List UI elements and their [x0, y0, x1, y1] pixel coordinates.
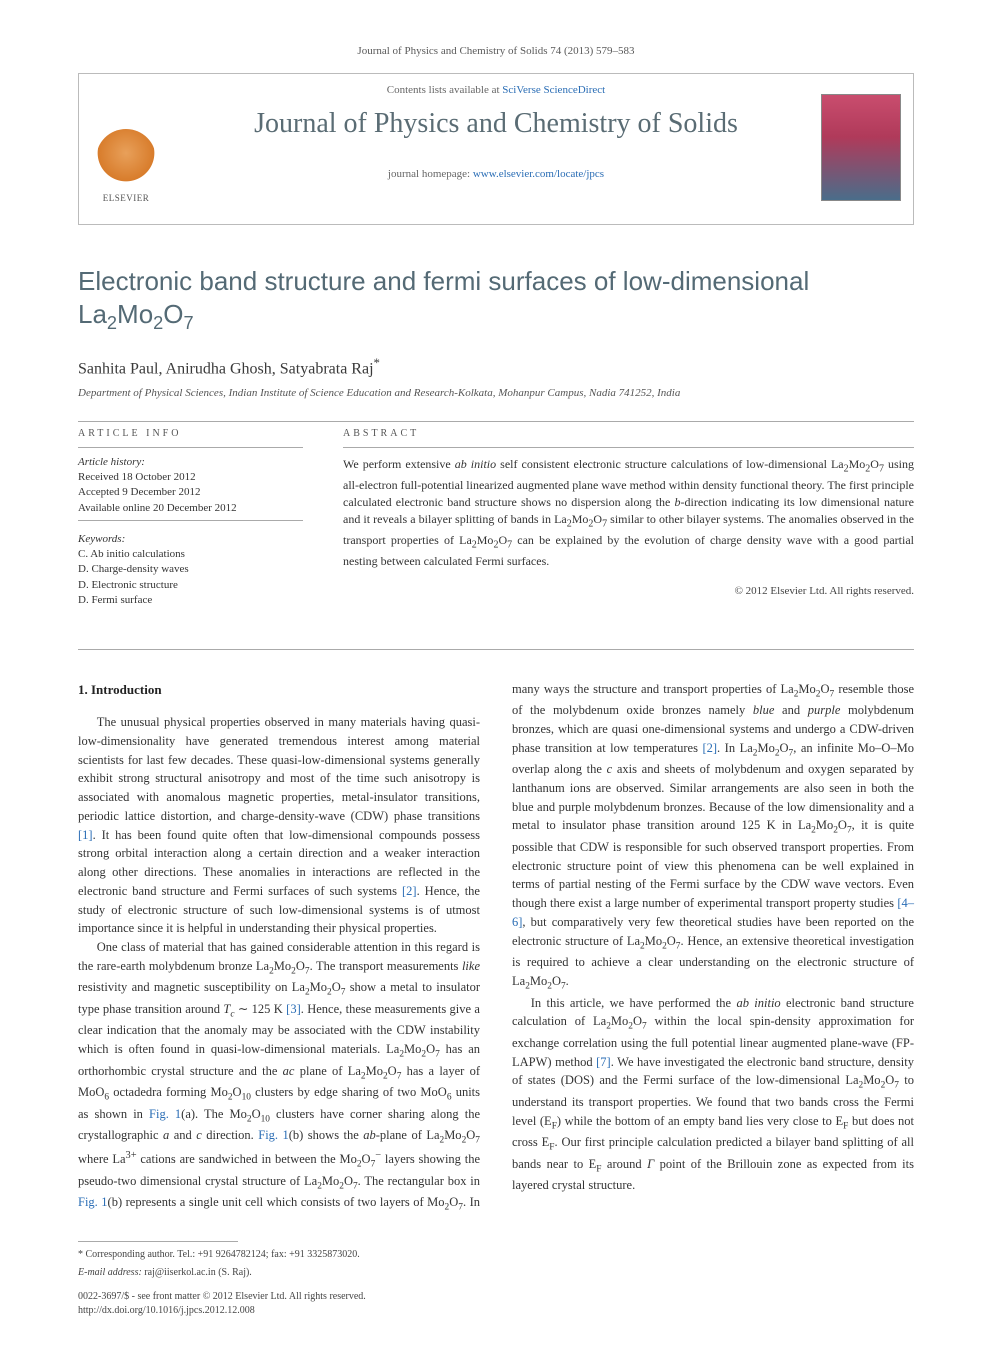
contents-prefix: Contents lists available at: [387, 84, 502, 96]
affiliation: Department of Physical Sciences, Indian …: [78, 387, 914, 399]
body-para-3: In this article, we have performed the a…: [512, 994, 914, 1196]
corr-text: Corresponding author. Tel.: +91 92647821…: [86, 1249, 360, 1260]
body-para-1: The unusual physical properties observed…: [78, 713, 480, 938]
page-footer: 0022-3697/$ - see front matter © 2012 El…: [78, 1290, 914, 1318]
info-abstract-row: ARTICLE INFO Article history: Received 1…: [78, 428, 914, 609]
journal-title: Journal of Physics and Chemistry of Soli…: [79, 108, 913, 140]
sciencedirect-link[interactable]: SciVerse ScienceDirect: [502, 84, 605, 96]
history-accepted: Accepted 9 December 2012: [78, 485, 303, 500]
corr-mark-footnote: *: [78, 1249, 83, 1260]
publisher-logo: ELSEVIER: [91, 129, 161, 209]
running-head-citation: Journal of Physics and Chemistry of Soli…: [78, 45, 914, 57]
keyword-item: D. Charge-density waves: [78, 562, 303, 577]
abstract-copyright: © 2012 Elsevier Ltd. All rights reserved…: [343, 585, 914, 597]
authors-line: Sanhita Paul, Anirudha Ghosh, Satyabrata…: [78, 356, 914, 378]
article-title: Electronic band structure and fermi surf…: [78, 265, 914, 334]
keyword-item: C. Ab initio calculations: [78, 547, 303, 562]
journal-homepage-line: journal homepage: www.elsevier.com/locat…: [79, 168, 913, 180]
doi-line[interactable]: http://dx.doi.org/10.1016/j.jpcs.2012.12…: [78, 1304, 914, 1318]
authors-names: Sanhita Paul, Anirudha Ghosh, Satyabrata…: [78, 361, 374, 378]
abstract-text: We perform extensive ab initio self cons…: [343, 456, 914, 571]
history-label: Article history:: [78, 456, 303, 468]
homepage-link[interactable]: www.elsevier.com/locate/jpcs: [473, 168, 604, 180]
contents-lists-line: Contents lists available at SciVerse Sci…: [79, 74, 913, 96]
homepage-prefix: journal homepage:: [388, 168, 473, 180]
corresponding-author-footnote: * Corresponding author. Tel.: +91 926478…: [78, 1248, 914, 1262]
journal-cover-thumbnail: [821, 94, 901, 201]
publisher-logo-text: ELSEVIER: [91, 193, 161, 203]
history-received: Received 18 October 2012: [78, 470, 303, 485]
keyword-item: D. Electronic structure: [78, 578, 303, 593]
keyword-item: D. Fermi surface: [78, 593, 303, 608]
email-footnote: E-mail address: raj@iiserkol.ac.in (S. R…: [78, 1266, 914, 1280]
keywords-label: Keywords:: [78, 533, 303, 545]
email-value[interactable]: raj@iiserkol.ac.in (S. Raj).: [144, 1267, 252, 1278]
article-info-column: ARTICLE INFO Article history: Received 1…: [78, 428, 303, 609]
abstract-column: ABSTRACT We perform extensive ab initio …: [343, 428, 914, 609]
footnote-block: * Corresponding author. Tel.: +91 926478…: [78, 1241, 914, 1280]
history-online: Available online 20 December 2012: [78, 501, 303, 516]
corresponding-mark: *: [374, 356, 380, 370]
email-label: E-mail address:: [78, 1267, 142, 1278]
article-info-label: ARTICLE INFO: [78, 428, 303, 439]
page-root: Journal of Physics and Chemistry of Soli…: [0, 0, 992, 1358]
elsevier-tree-icon: [96, 129, 156, 189]
abstract-label: ABSTRACT: [343, 428, 914, 439]
issn-line: 0022-3697/$ - see front matter © 2012 El…: [78, 1290, 914, 1304]
journal-header-box: ELSEVIER Contents lists available at Sci…: [78, 73, 914, 225]
divider-top: [78, 421, 914, 422]
body-text-columns: 1. Introduction The unusual physical pro…: [78, 680, 914, 1215]
section-1-heading: 1. Introduction: [78, 680, 480, 700]
